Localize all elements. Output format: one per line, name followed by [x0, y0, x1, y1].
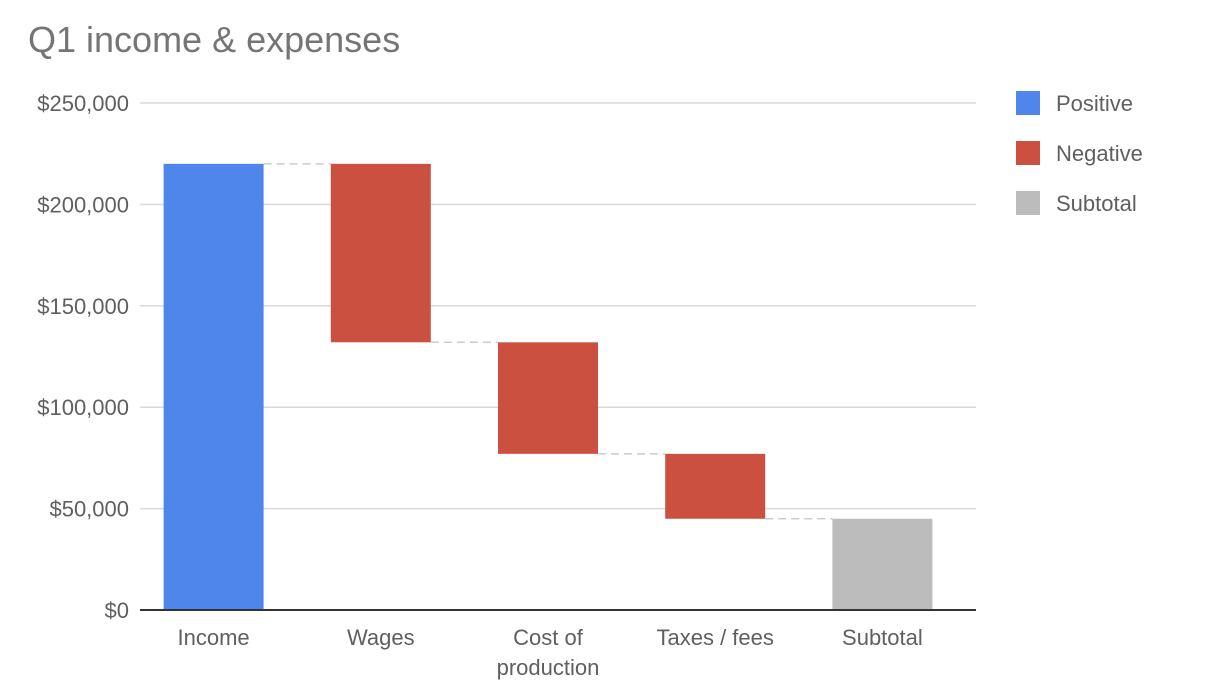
y-tick-label: $0 [105, 598, 129, 623]
x-category-label-line: Cost of [513, 625, 584, 650]
legend-swatch [1016, 191, 1040, 215]
bar-positive [163, 163, 264, 610]
x-axis-category-labels: Income Wages Cost of production Taxes / fees… [178, 625, 923, 680]
y-tick-label: $100,000 [37, 395, 129, 420]
x-category-label-line: Subtotal [842, 625, 923, 650]
bar-subtotal [832, 518, 933, 610]
legend-swatch [1016, 141, 1040, 165]
bars [163, 163, 933, 610]
y-tick-label: $200,000 [37, 192, 129, 217]
x-category-label: Cost of production [497, 625, 600, 680]
x-category-label: Subtotal [842, 625, 923, 650]
x-category-label-line: Wages [347, 625, 415, 650]
gridlines [140, 102, 976, 510]
x-category-label: Wages [347, 625, 415, 650]
y-axis-tick-labels: $0 $50,000 $100,000 $150,000 $200,000 $250,00… [37, 91, 129, 623]
legend-swatch [1016, 91, 1040, 115]
chart-title: Q1 income & expenses [28, 19, 400, 60]
y-tick-label: $250,000 [37, 91, 129, 116]
legend-label: Positive [1056, 91, 1133, 116]
legend-label: Subtotal [1056, 191, 1137, 216]
bar-negative [665, 453, 766, 519]
y-tick-label: $50,000 [49, 497, 129, 522]
legend: Positive Negative Subtotal [1016, 91, 1143, 216]
y-tick-label: $150,000 [37, 294, 129, 319]
legend-label: Negative [1056, 141, 1143, 166]
x-category-label-line: Income [178, 625, 250, 650]
x-category-label-line: production [497, 655, 600, 680]
x-category-label: Taxes / fees [657, 625, 774, 650]
bar-negative [498, 342, 598, 454]
x-category-label: Income [178, 625, 250, 650]
bar-connectors [263, 163, 833, 520]
bar-negative [330, 163, 431, 343]
x-category-label-line: Taxes / fees [657, 625, 774, 650]
